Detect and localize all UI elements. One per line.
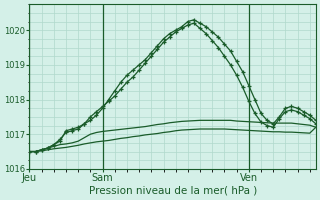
X-axis label: Pression niveau de la mer( hPa ): Pression niveau de la mer( hPa ): [89, 186, 257, 196]
